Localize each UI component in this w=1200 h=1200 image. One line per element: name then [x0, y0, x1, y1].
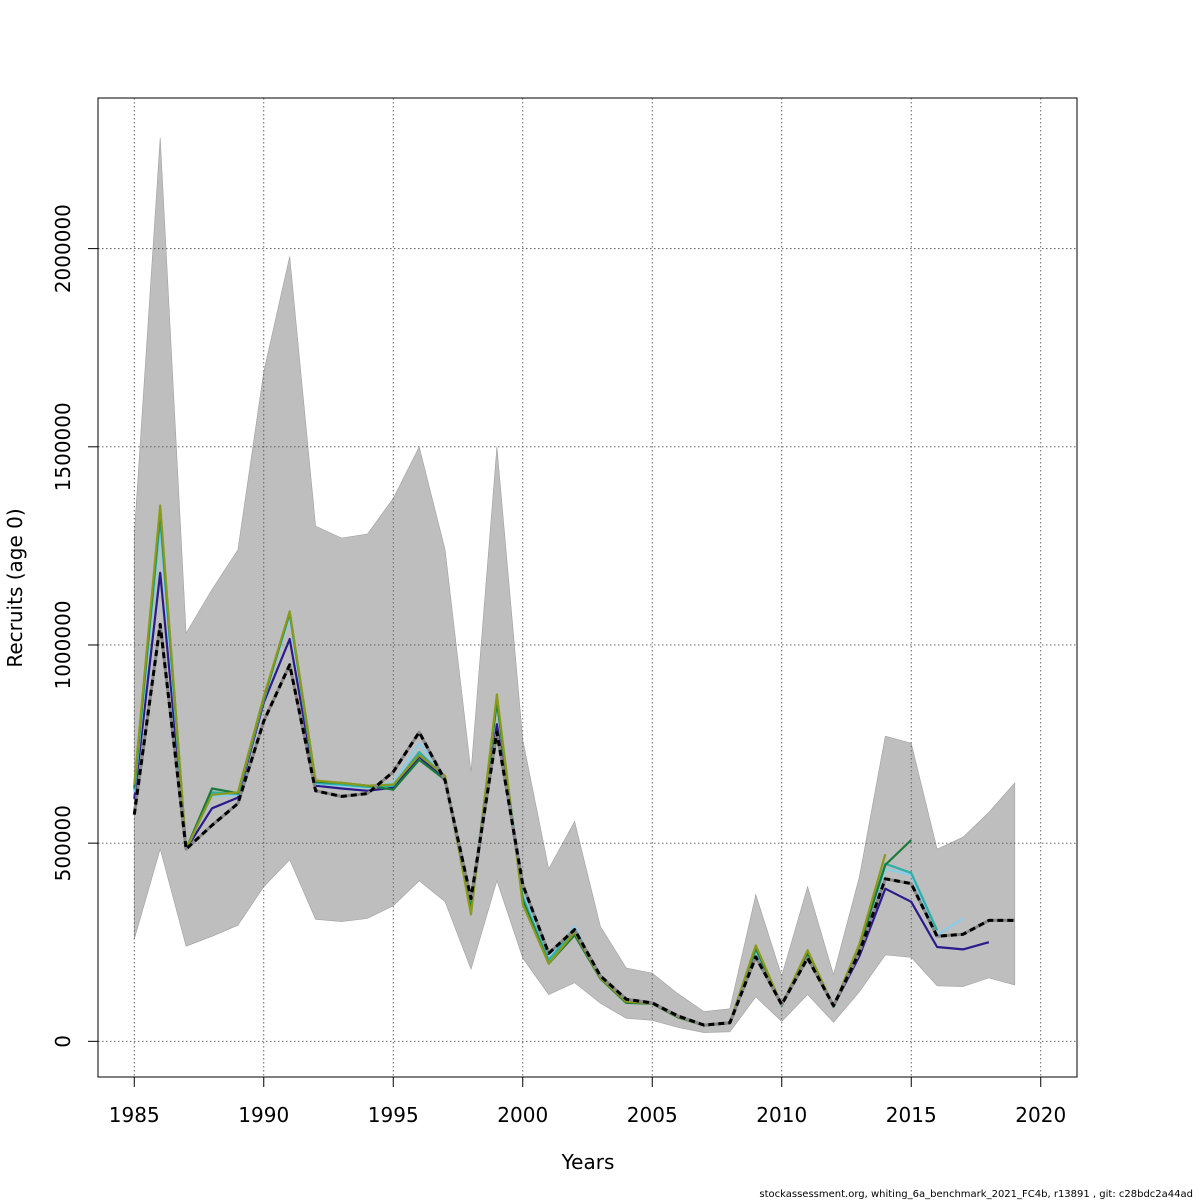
footer-note: stockassessment.org, whiting_6a_benchmar…: [759, 1189, 1193, 1200]
x-tick-label: 2000: [497, 1103, 548, 1127]
x-tick-label: 1995: [368, 1103, 419, 1127]
confidence-band-layer: [134, 137, 1016, 1033]
y-axis: 0 500000 1000000 1500000 2000000: [51, 204, 99, 1048]
x-tick-label: 2005: [627, 1103, 678, 1127]
y-tick-label: 1500000: [51, 402, 75, 491]
x-tick-label: 1985: [109, 1103, 160, 1127]
x-tick-label: 1990: [238, 1103, 289, 1127]
x-tick-label: 2015: [886, 1103, 937, 1127]
y-tick-label: 500000: [51, 805, 75, 881]
y-tick-label: 0: [51, 1035, 75, 1048]
grid-layer: [98, 98, 1077, 1077]
x-tick-label: 2020: [1015, 1103, 1066, 1127]
y-tick-label: 2000000: [51, 204, 75, 293]
x-axis-title: Years: [561, 1150, 615, 1174]
series-layer: [132, 504, 1015, 1027]
x-tick-label: 2010: [756, 1103, 807, 1127]
series-line-5: [132, 622, 1015, 1027]
y-tick-label: 1000000: [51, 600, 75, 689]
x-axis: 1985 1990 1995 2000 2005 2010 2015 2020: [109, 1076, 1066, 1127]
confidence-band: [134, 137, 1016, 1033]
y-axis-title: Recruits (age 0): [3, 508, 27, 667]
